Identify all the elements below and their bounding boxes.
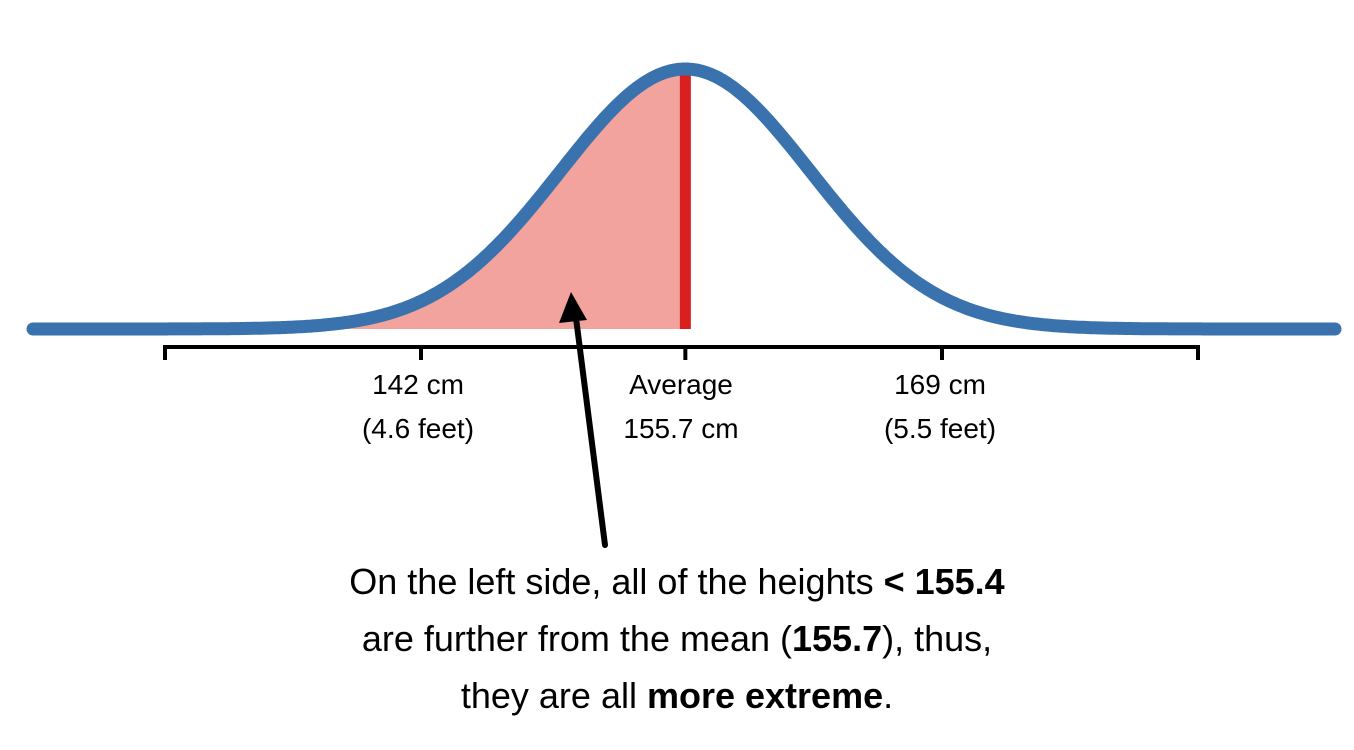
caption-line-3-bold: more extreme [646,675,884,716]
caption-line-3-pre: they are all [460,675,647,716]
tick-label-142: 142 cm (4.6 feet) [308,363,528,451]
tick-label-169: 169 cm (5.5 feet) [830,363,1050,451]
tick-label-average-line1: Average [629,369,733,400]
x-axis [163,345,1200,360]
shaded-left-area [33,69,686,329]
caption-line-3: they are all more extreme. [177,667,1177,724]
tick-label-average: Average 155.7 cm [571,363,791,451]
tick-label-average-line2: 155.7 cm [623,413,739,444]
tick-label-142-line1: 142 cm [372,369,464,400]
arrow-head-icon [559,292,587,323]
distribution-curve [26,62,1342,336]
caption-line-1-text: On the left side, all of the heights [349,561,884,602]
pointer-arrow [559,292,608,548]
caption-line-1-bold: < 155.4 [883,561,1005,602]
caption: On the left side, all of the heights < 1… [177,553,1177,724]
caption-line-2-post: ), thus, [882,618,993,659]
tick-label-169-line2: (5.5 feet) [883,413,997,444]
caption-line-2-pre: are further from the mean ( [361,618,793,659]
caption-line-3-post: . [883,675,894,716]
caption-line-1: On the left side, all of the heights < 1… [177,553,1177,610]
arrow-shaft [573,315,608,548]
caption-line-2-bold: 155.7 [792,618,883,659]
tick-label-169-line1: 169 cm [894,369,986,400]
caption-line-2: are further from the mean (155.7), thus, [177,610,1177,667]
tick-label-142-line2: (4.6 feet) [361,413,475,444]
